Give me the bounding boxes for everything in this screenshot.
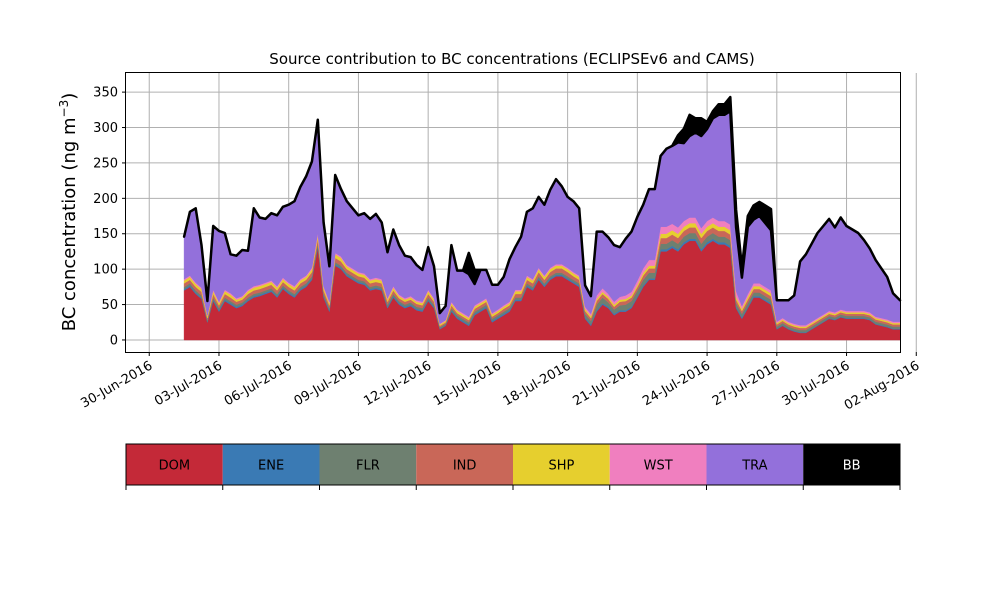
- x-tick-label: 30-Jun-2016: [78, 358, 155, 411]
- legend-label-shp: SHP: [548, 459, 574, 474]
- y-axis-label-text: BC concentration (ng m: [59, 117, 80, 331]
- legend: DOM ENE FLR IND SHP WST TRA BB: [125, 443, 901, 490]
- legend-swatch-ene: [222, 444, 320, 485]
- x-tick-label: 18-Jul-2016: [501, 358, 574, 409]
- legend-label-bb: BB: [843, 459, 861, 474]
- axes: 0 50 100 150 200 250 300 350 30-Jun-201603-Jul-2…: [78, 86, 922, 414]
- x-tick-label: 15-Jul-2016: [431, 358, 504, 409]
- x-tick-label: 03-Jul-2016: [152, 358, 225, 409]
- legend-swatch-shp: [513, 444, 610, 485]
- y-axis-label-sup: −3: [57, 100, 71, 118]
- y-tick-label: 200: [93, 192, 118, 207]
- x-tick-label: 09-Jul-2016: [292, 358, 365, 409]
- x-tick-label: 24-Jul-2016: [640, 358, 713, 409]
- plot-frame: [125, 72, 901, 353]
- x-tick-label: 06-Jul-2016: [222, 358, 295, 409]
- y-tick-label: 100: [93, 263, 118, 278]
- y-axis-label-close: ): [59, 93, 80, 100]
- legend-label-wst: WST: [644, 459, 673, 474]
- y-axis-label: BC concentration (ng m−3): [57, 93, 80, 332]
- legend-swatch-bb: [803, 444, 900, 485]
- legend-label-dom: DOM: [159, 459, 190, 474]
- legend-swatch-dom: [126, 444, 223, 485]
- y-tick-label: 250: [93, 156, 118, 171]
- legend-label-ene: ENE: [258, 459, 284, 474]
- y-tick-label: 150: [93, 227, 118, 242]
- x-tick-label: 02-Aug-2016: [842, 358, 922, 413]
- y-tick-label: 300: [93, 121, 118, 136]
- y-tick-label: 50: [101, 298, 118, 313]
- x-tick-label: 27-Jul-2016: [710, 358, 783, 409]
- legend-swatch-flr: [319, 444, 417, 485]
- legend-label-tra: TRA: [741, 459, 767, 474]
- y-tick-label: 0: [110, 333, 118, 348]
- legend-label-flr: FLR: [356, 459, 380, 474]
- y-tick-label: 350: [93, 86, 118, 101]
- stacked-areas: [182, 95, 902, 341]
- legend-swatch-tra: [706, 444, 804, 485]
- x-tick-label: 12-Jul-2016: [361, 358, 434, 409]
- chart-title: Source contribution to BC concentrations…: [269, 50, 754, 68]
- legend-swatch-wst: [609, 444, 707, 485]
- legend-swatch-ind: [416, 444, 513, 485]
- x-tick-label: 21-Jul-2016: [571, 358, 644, 409]
- legend-label-ind: IND: [453, 459, 477, 474]
